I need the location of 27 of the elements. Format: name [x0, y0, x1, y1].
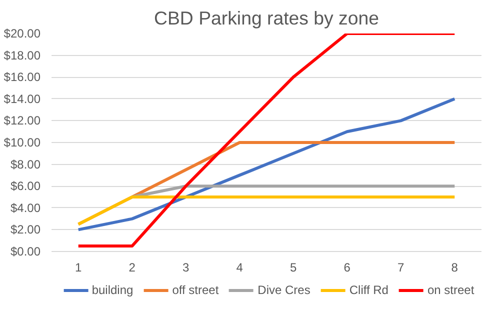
x-tick-label: 2 [128, 260, 136, 274]
y-tick-label: $8.00 [10, 157, 41, 172]
x-tick-label: 3 [182, 260, 190, 274]
legend-label: Dive Cres [258, 283, 310, 297]
y-tick-label: $10.00 [4, 136, 41, 150]
x-tick-label: 6 [344, 260, 351, 274]
y-tick-label: $0.00 [10, 244, 41, 258]
y-tick-label: $16.00 [4, 70, 41, 84]
legend-label: Cliff Rd [349, 283, 388, 297]
y-tick-label: $2.00 [10, 222, 41, 237]
chart-title: CBD Parking rates by zone [154, 8, 380, 28]
x-tick-label: 1 [75, 260, 82, 274]
line-series [76, 97, 456, 232]
x-tick-label: 4 [236, 260, 244, 274]
y-tick-label: $4.00 [10, 200, 41, 215]
y-tick-label: $14.00 [4, 92, 41, 106]
legend-label: building [92, 283, 134, 297]
y-tick-label: $20.00 [4, 26, 41, 40]
legend-label: on street [427, 283, 474, 297]
y-tick-label: $18.00 [4, 48, 41, 62]
legend-label: off street [172, 283, 219, 297]
line-series [76, 34, 456, 248]
y-tick-label: $12.00 [4, 114, 41, 128]
x-tick-label: 5 [290, 260, 298, 274]
x-tick-label: 7 [398, 260, 405, 274]
y-tick-label: $6.00 [10, 179, 41, 194]
x-tick-label: 8 [451, 260, 458, 274]
